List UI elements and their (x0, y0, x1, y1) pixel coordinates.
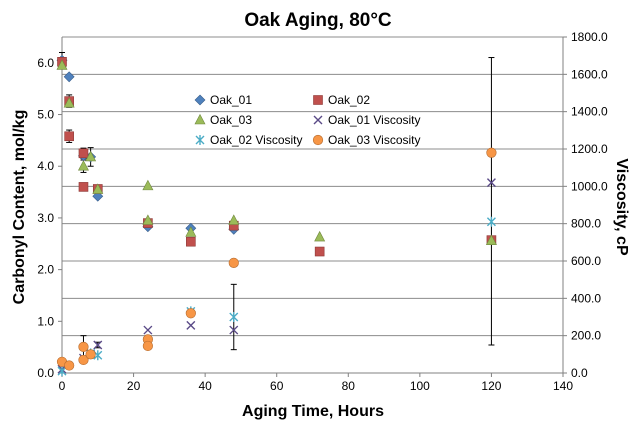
data-point-oak-03 (142, 214, 154, 225)
legend: Oak_01 Oak_02 Oak_03 Oak_01 Viscosity Oak_02… (194, 93, 421, 147)
y2-tick-label: 1000.0 (571, 179, 608, 193)
y-tick-label: 6.0 (37, 56, 54, 70)
data-point-oak-03 (228, 214, 240, 225)
legend-marker (313, 95, 323, 105)
data-point-oak-03-viscosity (486, 147, 497, 158)
x-tick-label: 140 (553, 379, 573, 393)
legend-label: Oak_03 Viscosity (328, 133, 421, 147)
legend-marker (312, 134, 324, 146)
y-tick-label: 0.0 (37, 366, 54, 380)
legend-label: Oak_01 Viscosity (328, 113, 421, 127)
x-tick-label: 100 (410, 379, 430, 393)
y2-tick-label: 1400.0 (571, 105, 608, 119)
chart-title: Oak Aging, 80°C (244, 10, 392, 31)
data-point-oak-03-viscosity (185, 308, 196, 319)
axes (58, 36, 567, 377)
y2-tick-label: 800.0 (571, 217, 601, 231)
data-point-oak-03-viscosity (85, 349, 96, 360)
data-point-oak-03-viscosity (64, 360, 75, 371)
y2-tick-label: 600.0 (571, 254, 601, 268)
x-axis-label: Aging Time, Hours (242, 403, 384, 420)
legend-marker (194, 94, 206, 106)
y-axis-label: Carbonyl Content, mol/kg (11, 110, 28, 305)
data-point-oak-02-viscosity (229, 312, 239, 322)
y2-axis-label: Viscosity, cP (613, 158, 630, 256)
legend-label: Oak_02 Viscosity (210, 133, 303, 147)
data-point-oak-03 (142, 179, 154, 191)
x-tick-label: 20 (127, 379, 141, 393)
data-point-oak-02 (78, 148, 89, 159)
legend-label: Oak_01 (210, 93, 252, 107)
data-point-oak-01-viscosity (186, 320, 196, 330)
legend-marker (313, 115, 323, 125)
data-point-oak-03 (92, 183, 104, 194)
data-point-oak-01-viscosity (143, 325, 153, 335)
y2-tick-label: 1200.0 (571, 142, 608, 156)
data-point-oak-03 (77, 160, 89, 171)
data-points (56, 54, 497, 377)
x-tick-label: 60 (270, 379, 284, 393)
data-point-oak-02-viscosity (57, 366, 67, 377)
y2-tick-label: 1800.0 (571, 30, 608, 44)
y-tick-label: 4.0 (37, 159, 54, 173)
data-point-oak-01-viscosity (486, 178, 496, 188)
tick-labels: 0 20 40 60 80 100 120 1400.01.02.03.04.05.06.00… (37, 30, 608, 393)
data-point-oak-01-viscosity (93, 340, 103, 350)
y2-tick-label: 1600.0 (571, 67, 608, 81)
error-bars (59, 52, 495, 359)
y-tick-label: 1.0 (37, 314, 54, 328)
data-point-oak-03-viscosity (78, 354, 89, 366)
data-point-oak-03-viscosity (228, 257, 239, 268)
legend-marker (195, 135, 205, 145)
data-point-oak-02 (314, 246, 325, 257)
legend-label: Oak_02 (328, 93, 370, 107)
y-tick-label: 3.0 (37, 211, 54, 225)
data-point-oak-03-viscosity (78, 341, 89, 352)
data-point-oak-03 (185, 226, 197, 237)
data-point-oak-03 (314, 230, 326, 242)
data-point-oak-03 (85, 150, 97, 162)
y2-tick-label: 400.0 (571, 291, 601, 305)
x-tick-label: 120 (481, 379, 501, 393)
y-tick-label: 2.0 (37, 263, 54, 277)
data-point-oak-03-viscosity (142, 340, 153, 352)
x-tick-label: 80 (342, 379, 356, 393)
data-point-oak-02-viscosity (486, 216, 496, 227)
y2-tick-label: 0.0 (571, 366, 588, 380)
x-tick-label: 40 (198, 379, 212, 393)
data-point-oak-01 (63, 71, 75, 83)
data-point-oak-01-viscosity (229, 325, 239, 335)
data-point-oak-02 (64, 131, 74, 142)
legend-marker (194, 113, 206, 125)
legend-label: Oak_03 (210, 113, 252, 127)
y2-tick-label: 200.0 (571, 329, 601, 343)
data-point-oak-03 (56, 59, 68, 70)
data-point-oak-03 (485, 234, 497, 245)
x-tick-label: 0 (59, 379, 66, 393)
data-point-oak-03 (63, 97, 75, 108)
data-point-oak-02 (78, 182, 89, 192)
data-point-oak-02 (186, 236, 196, 247)
y-tick-label: 5.0 (37, 108, 54, 122)
